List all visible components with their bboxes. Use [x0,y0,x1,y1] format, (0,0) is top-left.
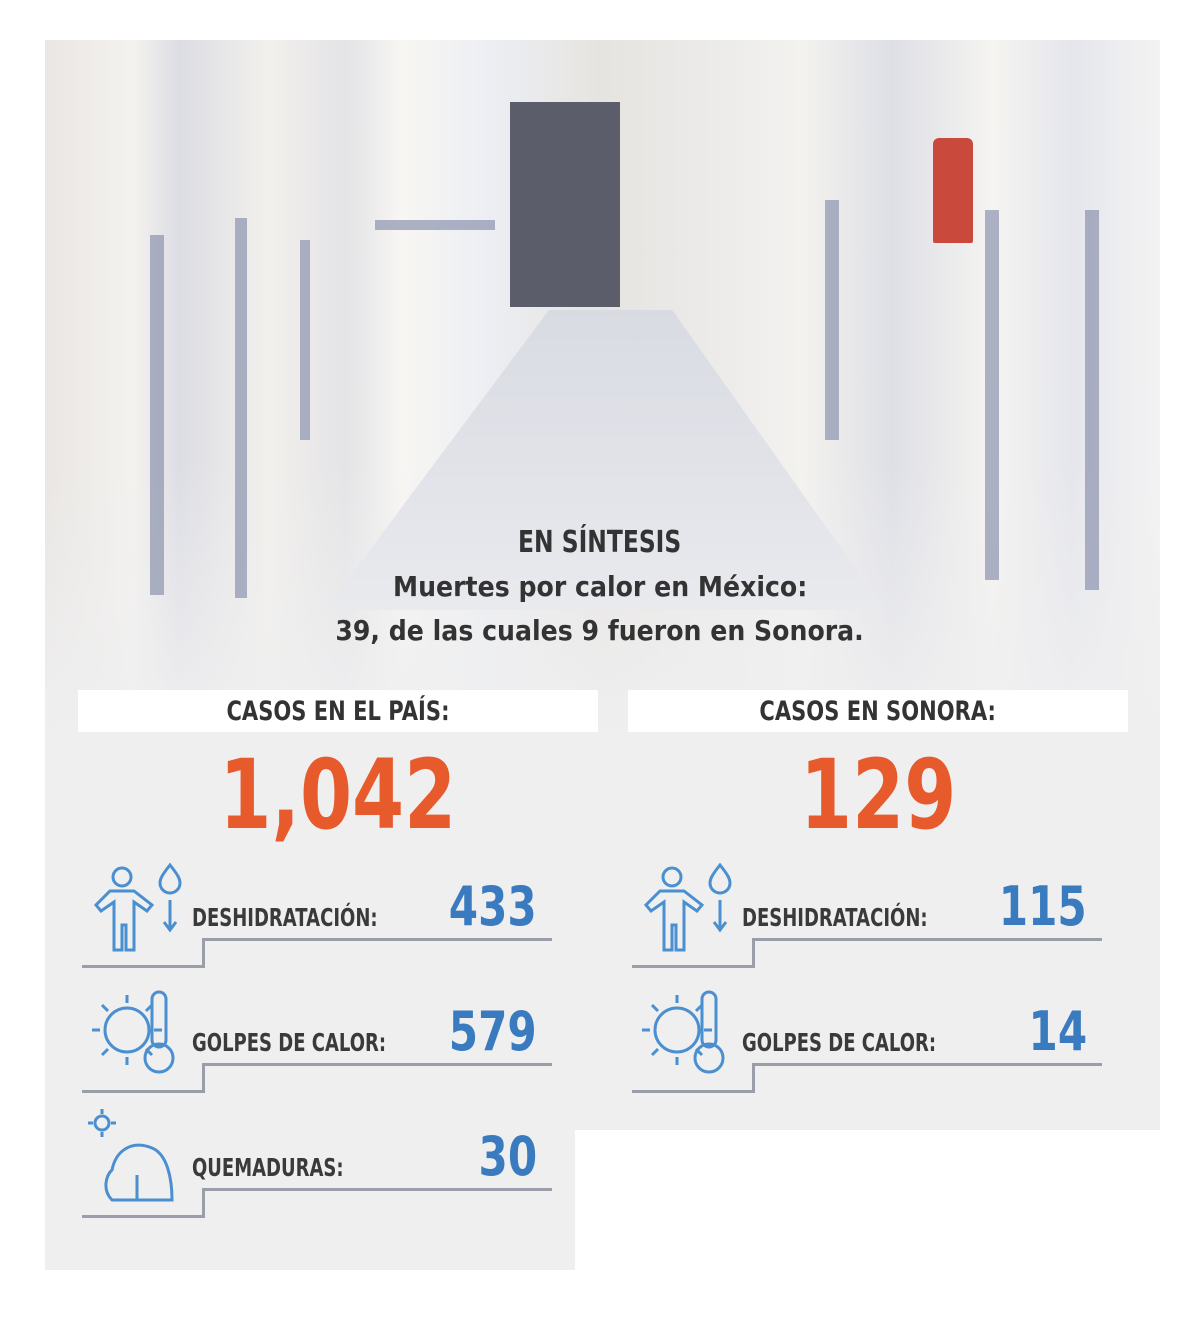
stat-row: GOLPES DE CALOR: 14 [632,990,1102,1095]
stat-value: 14 [1028,1000,1087,1063]
divider [202,1063,552,1066]
stat-label: GOLPES DE CALOR: [742,1028,937,1057]
stat-row: QUEMADURAS: 30 [82,1109,552,1220]
stat-row: GOLPES DE CALOR: 579 [82,990,552,1095]
divider [752,1063,1102,1066]
pais-total: 1,042 [219,739,457,851]
summary-line-2: 39, de las cuales 9 fueron en Sonora. [335,614,865,647]
dehydration-icon [93,862,182,952]
divider [752,938,1102,941]
sunburn-icon [88,1109,174,1202]
sonora-total: 129 [799,739,957,851]
stat-row: DESHIDRATACIÓN: 115 [632,862,1102,970]
divider [202,1188,552,1191]
pais-heading: CASOS EN EL PAÍS: [78,690,598,732]
stat-row: DESHIDRATACIÓN: 433 [82,862,552,970]
stat-label: DESHIDRATACIÓN: [742,903,928,932]
stat-value: 115 [999,875,1087,938]
summary-title: EN SÍNTESIS [518,525,682,560]
stat-label: DESHIDRATACIÓN: [192,903,378,932]
heat-stroke-icon [92,990,175,1074]
stat-value: 433 [449,875,537,938]
dehydration-icon [643,862,732,952]
stat-value: 30 [478,1125,537,1188]
divider [202,938,552,941]
stat-value: 579 [449,1000,537,1063]
stat-label: QUEMADURAS: [192,1153,344,1182]
summary-line-1: Muertes por calor en México: [392,570,808,603]
sonora-heading: CASOS EN SONORA: [628,690,1128,732]
stat-label: GOLPES DE CALOR: [192,1028,387,1057]
hospital-corridor-photo [45,40,1160,740]
heat-stroke-icon [642,990,725,1074]
